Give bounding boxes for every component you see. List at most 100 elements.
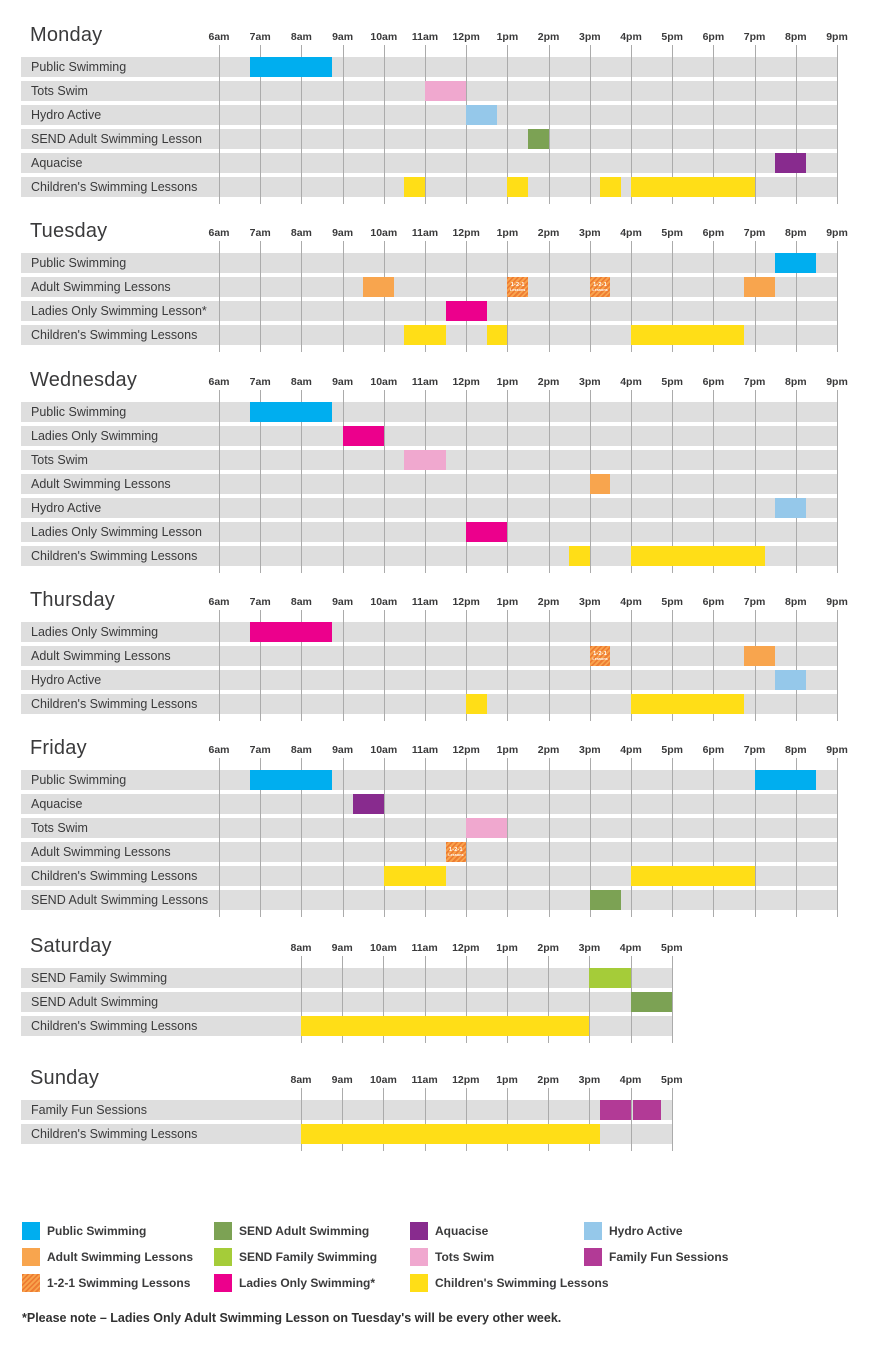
activity-block-hydro: [466, 105, 498, 125]
time-axis-label: 9am: [331, 942, 353, 954]
time-axis-label: 7am: [249, 596, 271, 608]
gridline: [713, 610, 715, 721]
gridline: [465, 956, 467, 1043]
gridline: [425, 758, 426, 917]
legend-swatch-one_to_one: [22, 1274, 40, 1292]
activity-row: Hydro Active: [21, 670, 837, 690]
time-axis-label: 5pm: [661, 744, 683, 756]
activity-row: Hydro Active: [21, 498, 837, 518]
gridline: [507, 610, 509, 721]
row-label: Children's Swimming Lessons: [31, 328, 198, 342]
activity-block-hydro: [775, 670, 807, 690]
activity-block-tots: [404, 450, 446, 470]
legend-label-family_fun: Family Fun Sessions: [609, 1250, 729, 1264]
time-axis-label: 8pm: [785, 376, 807, 388]
legend-label-send_adult: SEND Adult Swimming: [239, 1224, 370, 1238]
time-axis-label: 8pm: [785, 596, 807, 608]
activity-row: Aquacise: [21, 153, 837, 173]
activity-block-ladies: [249, 622, 333, 642]
time-axis-label: 11am: [411, 376, 439, 388]
activity-row: Children's Swimming Lessons: [21, 694, 837, 714]
gridline: [260, 45, 262, 204]
activity-row: Children's Swimming Lessons: [21, 177, 837, 197]
row-label: Children's Swimming Lessons: [31, 180, 198, 194]
time-axis-label: 7am: [249, 744, 271, 756]
gridline: [507, 956, 508, 1043]
gridline: [219, 390, 220, 573]
gridline: [671, 1088, 673, 1151]
row-label: Family Fun Sessions: [31, 1103, 148, 1117]
activity-block-public: [249, 402, 333, 422]
time-axis-label: 12pm: [452, 1074, 480, 1086]
gridline: [507, 390, 509, 573]
gridline: [630, 1088, 632, 1151]
row-label: Adult Swimming Lessons: [31, 280, 171, 294]
time-axis-label: 12pm: [452, 31, 480, 43]
time-axis-label: 7pm: [743, 31, 766, 43]
day-title-tuesday: Tuesday: [30, 220, 108, 242]
activity-block-children: [383, 866, 446, 886]
activity-row: Tots Swim: [21, 450, 837, 470]
gridline: [837, 45, 838, 204]
row-label: Adult Swimming Lessons: [31, 477, 171, 491]
activity-block-one_to_one: 1-2-1 Lessons: [589, 277, 611, 297]
gridline: [383, 610, 385, 721]
activity-block-family_fun: [632, 1100, 662, 1120]
activity-row: Children's Swimming Lessons: [21, 866, 837, 886]
time-axis-label: 10am: [370, 744, 398, 756]
gridline: [548, 1088, 550, 1151]
activity-block-adult: [744, 277, 776, 297]
time-axis-label: 7pm: [743, 376, 766, 388]
row-label: SEND Adult Swimming Lesson: [31, 132, 202, 146]
block-label-line2: Lessons: [448, 852, 464, 857]
gridline: [301, 241, 303, 352]
time-axis-label: 4pm: [620, 227, 642, 239]
time-axis-label: 9am: [332, 227, 354, 239]
time-axis-label: 9am: [332, 31, 354, 43]
row-label: Children's Swimming Lessons: [31, 697, 198, 711]
time-axis-label: 12pm: [452, 596, 480, 608]
time-axis-label: 11am: [411, 31, 439, 43]
time-axis-label: 8am: [290, 596, 312, 608]
time-axis-label: 8am: [290, 376, 312, 388]
gridline: [301, 956, 302, 1043]
activity-block-children: [466, 694, 487, 714]
time-axis-label: 9am: [332, 376, 354, 388]
gridline: [425, 610, 426, 721]
activity-row: Ladies Only Swimming Lesson: [21, 522, 837, 542]
day-title-thursday: Thursday: [30, 589, 115, 611]
time-axis-label: 5pm: [661, 31, 683, 43]
legend-label-children: Children's Swimming Lessons: [435, 1276, 609, 1290]
row-label: Ladies Only Swimming: [31, 429, 159, 443]
time-axis-label: 1pm: [496, 376, 519, 388]
time-axis-label: 8am: [290, 31, 312, 43]
block-label-line1: 1-2-1: [593, 281, 608, 288]
gridline: [548, 610, 550, 721]
time-axis-label: 2pm: [537, 942, 559, 954]
time-axis-label: 6am: [208, 227, 230, 239]
time-axis-label: 4pm: [619, 1074, 642, 1086]
activity-block-children: [631, 177, 755, 197]
activity-block-children: [631, 694, 745, 714]
gridline: [301, 45, 303, 204]
gridline: [548, 45, 550, 204]
gridline: [424, 956, 426, 1043]
gridline: [260, 610, 262, 721]
time-axis-label: 9pm: [826, 31, 848, 43]
block-label-line1: 1-2-1: [510, 281, 525, 288]
row-label: Hydro Active: [31, 673, 102, 687]
gridline: [631, 45, 632, 204]
row-label: Adult Swimming Lessons: [31, 649, 171, 663]
activity-block-children: [301, 1124, 600, 1144]
time-axis-label: 3pm: [579, 744, 601, 756]
legend-swatch-aquacise: [410, 1222, 428, 1240]
time-axis-label: 6pm: [702, 227, 725, 239]
gridline: [589, 1088, 591, 1151]
time-axis-label: 9pm: [826, 227, 848, 239]
time-axis-label: 6pm: [702, 596, 725, 608]
time-axis-label: 6pm: [702, 744, 725, 756]
gridline: [342, 1088, 344, 1151]
time-axis-label: 8am: [290, 227, 312, 239]
row-label: Hydro Active: [31, 108, 102, 122]
legend-swatch-adult: [22, 1248, 40, 1266]
